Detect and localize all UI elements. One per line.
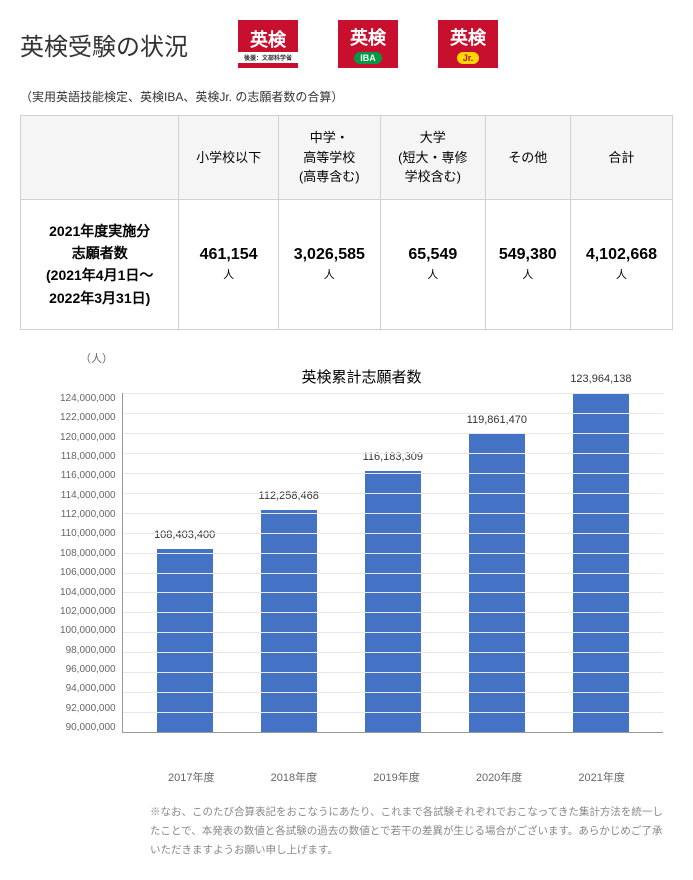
gridline	[123, 573, 663, 574]
chart-yaxis: 124,000,000 122,000,000 120,000,000 118,000…	[60, 393, 122, 733]
bar-column: 108,403,400	[138, 393, 232, 732]
ytick-label: 90,000,000	[66, 722, 116, 733]
gridline	[123, 632, 663, 633]
ytick-label: 108,000,000	[60, 548, 116, 559]
chart-area: 124,000,000 122,000,000 120,000,000 118,000…	[60, 393, 663, 763]
bar	[157, 549, 213, 732]
table-column-header: その他	[485, 116, 570, 200]
subtitle: （実用英語技能検定、英検IBA、英検Jr. の志願者数の合算）	[0, 78, 693, 115]
table-cell: 461,154人	[179, 199, 278, 330]
ytick-label: 118,000,000	[61, 451, 116, 462]
bar	[261, 510, 317, 732]
gridline	[123, 612, 663, 613]
ytick-label: 112,000,000	[61, 509, 116, 520]
ytick-label: 110,000,000	[61, 528, 116, 539]
ytick-label: 96,000,000	[66, 664, 116, 675]
bar	[573, 393, 629, 732]
ytick-label: 104,000,000	[60, 587, 116, 598]
xtick-label: 2019年度	[350, 769, 442, 785]
bar-column: 112,258,468	[242, 393, 336, 732]
gridline	[123, 393, 663, 394]
bar-column: 119,861,470	[450, 393, 544, 732]
xtick-label: 2021年度	[556, 769, 648, 785]
ytick-label: 106,000,000	[60, 567, 116, 578]
table-header-row: 小学校以下中学・高等学校(高専含む)大学(短大・専修学校含む)その他合計	[21, 116, 673, 200]
ytick-label: 102,000,000	[60, 606, 116, 617]
gridline	[123, 493, 663, 494]
ytick-label: 94,000,000	[66, 683, 116, 694]
ytick-label: 114,000,000	[61, 490, 116, 501]
cumulative-chart: （人） 英検累計志願者数 124,000,000122,000,000120,0…	[0, 330, 693, 795]
gridline	[123, 413, 663, 414]
table-cell: 549,380人	[485, 199, 570, 330]
table-column-header: 小学校以下	[179, 116, 278, 200]
bar-value-label: 108,403,400	[154, 529, 215, 541]
ytick-label: 120,000,000	[60, 432, 116, 443]
table-cell: 4,102,668人	[570, 199, 672, 330]
gridline	[123, 433, 663, 434]
gridline	[123, 672, 663, 673]
chart-plot: 108,403,400 112,258,468116,183,309 119,861…	[122, 393, 663, 733]
gridline	[123, 712, 663, 713]
gridline	[123, 692, 663, 693]
bar-value-label: 119,861,470	[467, 414, 527, 426]
ytick-label: 98,000,000	[66, 645, 116, 656]
eiken-logo: 英検後援：文部科学省	[238, 20, 298, 68]
header: 英検受験の状況 英検後援：文部科学省英検IBA 英検Jr.	[0, 0, 693, 78]
ytick-label: 122,000,000	[60, 412, 116, 423]
chart-ylabel: （人）	[80, 350, 663, 366]
gridline	[123, 473, 663, 474]
table-column-header: 中学・高等学校(高専含む)	[278, 116, 380, 200]
ytick-label: 92,000,000	[66, 703, 116, 714]
applicant-table-wrap: 小学校以下中学・高等学校(高専含む)大学(短大・専修学校含む)その他合計 202…	[0, 115, 693, 330]
table-column-header: 合計	[570, 116, 672, 200]
chart-bars: 108,403,400 112,258,468116,183,309 119,861…	[123, 393, 663, 732]
xtick-label: 2017年度	[145, 769, 237, 785]
gridline	[123, 533, 663, 534]
ytick-label: 124,000,000	[60, 393, 116, 404]
table-row-header: 2021年度実施分志願者数(2021年4月1日～2022年3月31日)	[21, 199, 179, 330]
bar-column: 116,183,309	[346, 393, 440, 732]
gridline	[123, 513, 663, 514]
bar	[469, 434, 525, 732]
table-column-header: 大学(短大・専修学校含む)	[380, 116, 485, 200]
table-cell: 3,026,585人	[278, 199, 380, 330]
chart-xaxis: 2017年度 2018年度 2019年度 2020年度 2021年度	[130, 763, 663, 785]
xtick-label: 2020年度	[453, 769, 545, 785]
gridline	[123, 553, 663, 554]
page-title: 英検受験の状況	[20, 27, 188, 62]
table-data-row: 2021年度実施分志願者数(2021年4月1日～2022年3月31日)461,1…	[21, 199, 673, 330]
gridline	[123, 652, 663, 653]
eiken-logo: 英検Jr.	[438, 20, 498, 68]
table-cell: 65,549人	[380, 199, 485, 330]
bar-column: 123,964,138	[554, 393, 648, 732]
footnote: ※なお、このたび合算表記をおこなうにあたり、これまで各試験それぞれでおこなってき…	[0, 795, 693, 880]
ytick-label: 100,000,000	[60, 625, 116, 636]
applicant-table: 小学校以下中学・高等学校(高専含む)大学(短大・専修学校含む)その他合計 202…	[20, 115, 673, 330]
ytick-label: 116,000,000	[61, 470, 116, 481]
gridline	[123, 453, 663, 454]
bar-value-label: 123,964,138	[570, 373, 631, 385]
table-corner	[21, 116, 179, 200]
eiken-logo: 英検IBA	[338, 20, 398, 68]
xtick-label: 2018年度	[248, 769, 340, 785]
gridline	[123, 592, 663, 593]
logo-row: 英検後援：文部科学省英検IBA 英検Jr.	[238, 20, 498, 68]
